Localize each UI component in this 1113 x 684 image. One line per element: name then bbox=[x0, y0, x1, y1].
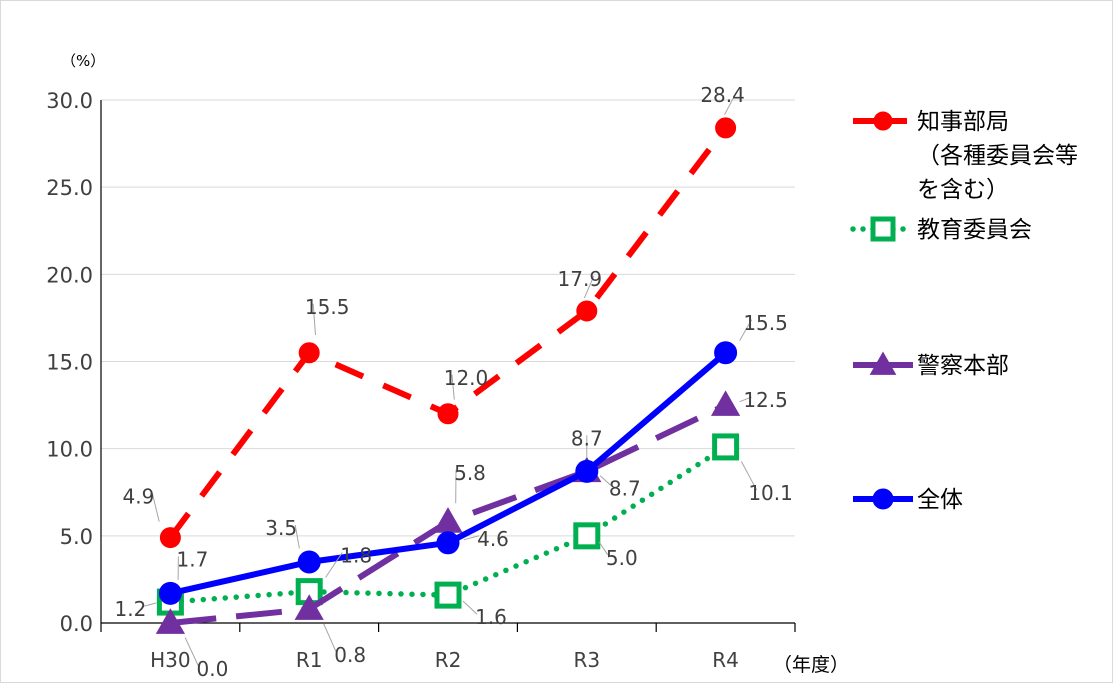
data-label: 28.4 bbox=[700, 83, 745, 107]
data-point bbox=[159, 582, 181, 604]
legend-entry-1: 教育委員会 bbox=[853, 217, 1032, 243]
series-0 bbox=[160, 118, 735, 548]
data-point bbox=[298, 551, 320, 573]
data-label: 12.0 bbox=[444, 366, 489, 390]
x-tick-label: R4 bbox=[712, 648, 739, 672]
data-point bbox=[576, 525, 598, 547]
data-point bbox=[299, 343, 319, 363]
data-point bbox=[712, 391, 740, 415]
data-label: 8.7 bbox=[571, 426, 603, 450]
data-label: 1.8 bbox=[340, 544, 372, 568]
data-label: 15.5 bbox=[305, 295, 350, 319]
data-point bbox=[577, 301, 597, 321]
data-point bbox=[438, 404, 458, 424]
x-tick-label: H30 bbox=[150, 648, 191, 672]
data-label: 1.7 bbox=[176, 547, 208, 571]
data-label: 3.5 bbox=[265, 516, 297, 540]
legend-label: 全体 bbox=[917, 487, 963, 513]
legend-entry-2: 警察本部 bbox=[853, 353, 1009, 380]
x-tick-label: R3 bbox=[573, 648, 600, 672]
y-axis-unit-label: （%） bbox=[61, 52, 105, 70]
data-label: 1.2 bbox=[114, 597, 146, 621]
data-point bbox=[160, 528, 180, 548]
x-tick-label: R2 bbox=[435, 648, 462, 672]
y-tick-label: 15.0 bbox=[46, 351, 93, 375]
legend-label: （各種委員会等 bbox=[917, 143, 1078, 169]
series-line bbox=[170, 128, 725, 538]
data-label: 12.5 bbox=[743, 388, 788, 412]
y-tick-label: 0.0 bbox=[60, 612, 93, 636]
legend-marker bbox=[873, 489, 893, 509]
data-label: 15.5 bbox=[743, 311, 788, 335]
data-point bbox=[576, 460, 598, 482]
data-point bbox=[715, 436, 737, 458]
data-point bbox=[437, 532, 459, 554]
data-label: 17.9 bbox=[558, 267, 603, 291]
data-label: 0.0 bbox=[196, 657, 228, 681]
y-tick-label: 25.0 bbox=[46, 176, 93, 200]
legend-marker bbox=[874, 112, 892, 130]
data-point bbox=[434, 508, 462, 532]
y-tick-label: 5.0 bbox=[60, 525, 93, 549]
data-label: 5.0 bbox=[606, 546, 638, 570]
data-label: 5.8 bbox=[454, 461, 486, 485]
axes: 0.0 5.0 10.0 15.0 20.0 25.0 30.0 H30 R1 R2 R3 R4 bbox=[46, 89, 795, 672]
legend-label: 警察本部 bbox=[917, 353, 1009, 379]
data-point bbox=[716, 118, 736, 138]
data-point bbox=[715, 342, 737, 364]
y-tick-label: 30.0 bbox=[46, 89, 93, 113]
legend-label: 知事部局 bbox=[917, 109, 1009, 135]
data-label: 10.1 bbox=[748, 481, 793, 505]
data-label: 4.9 bbox=[122, 485, 154, 509]
data-label: 8.7 bbox=[609, 476, 641, 500]
legend-label: 教育委員会 bbox=[917, 217, 1032, 243]
data-label: 4.6 bbox=[477, 527, 509, 551]
legend-label: を含む） bbox=[917, 177, 1009, 203]
legend-entry-3: 全体 bbox=[853, 487, 963, 513]
legend-marker bbox=[873, 219, 893, 239]
y-tick-label: 20.0 bbox=[46, 263, 93, 287]
x-tick-label: R1 bbox=[296, 648, 323, 672]
x-axis-unit-label: （年度） bbox=[773, 654, 849, 676]
data-label: 0.8 bbox=[334, 643, 366, 667]
data-label: 1.6 bbox=[475, 605, 507, 629]
data-point bbox=[437, 584, 459, 606]
y-tick-label: 10.0 bbox=[46, 438, 93, 462]
